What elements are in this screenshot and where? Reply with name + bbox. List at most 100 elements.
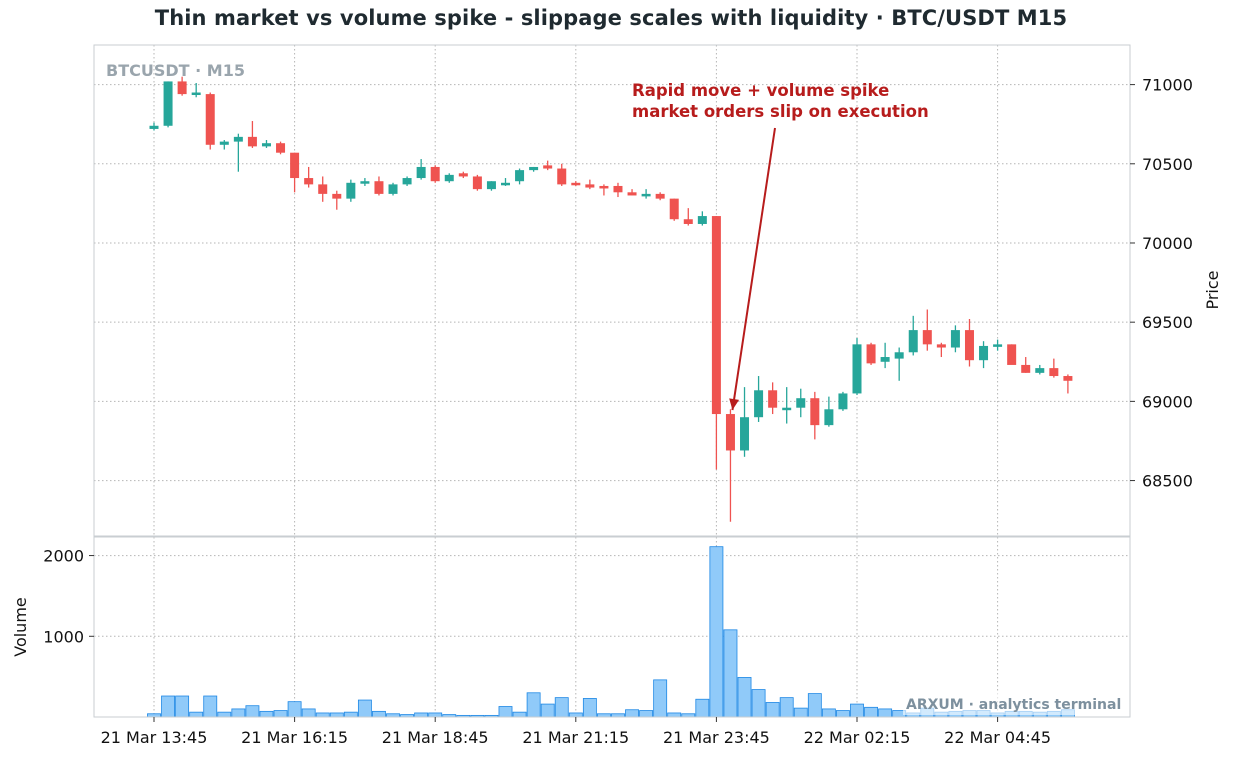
chart-title: Thin market vs volume spike - slippage s… — [154, 6, 1068, 30]
candle-body — [529, 166, 539, 171]
volume-bar — [695, 698, 710, 718]
volume-bar — [582, 698, 597, 718]
volume-bar — [625, 709, 639, 718]
volume-bar — [709, 546, 724, 718]
time-tick-label: 21 Mar 18:45 — [382, 728, 489, 747]
time-tick-label: 21 Mar 16:15 — [241, 728, 348, 747]
volume-bar — [231, 708, 246, 718]
annotation-line-1: Rapid move + volume spike — [632, 81, 889, 100]
candle-body — [950, 330, 960, 348]
candle-body — [247, 136, 257, 147]
candle-body — [332, 193, 342, 199]
volume-tick-label: 2000 — [43, 547, 84, 566]
volume-bar — [287, 701, 302, 718]
candle-up — [402, 176, 412, 186]
candle-body — [796, 398, 806, 408]
candle-up — [444, 173, 454, 183]
candle-up — [641, 189, 651, 199]
candle-body — [993, 344, 1003, 347]
candle-body — [163, 81, 173, 126]
candle-down — [1049, 358, 1059, 378]
candle-down — [458, 171, 468, 179]
candle-down — [922, 309, 932, 351]
candle-body — [1021, 364, 1031, 373]
candle-body — [669, 198, 679, 220]
volume-bar — [343, 711, 358, 718]
candle-body — [501, 182, 510, 186]
candle-up — [416, 159, 426, 180]
candle-body — [768, 390, 778, 408]
candle-body — [1007, 344, 1017, 365]
candle-down — [177, 76, 187, 96]
volume-bar — [821, 708, 836, 718]
volume-bar — [161, 695, 175, 718]
watermark: ARXUM · analytics terminal — [906, 697, 1121, 713]
candle-body — [557, 168, 567, 185]
candle-body — [979, 345, 989, 361]
candle-up — [908, 315, 918, 356]
price-axis-ticks: 68500 69000 69500 70000 70500 71000 — [1130, 76, 1193, 491]
candle-body — [486, 181, 496, 190]
volume-bar — [428, 712, 443, 718]
candle-up — [261, 140, 271, 148]
candle-down — [430, 165, 440, 183]
candle-up — [950, 325, 960, 353]
volume-bar — [526, 692, 541, 718]
volume-bar — [864, 706, 878, 718]
candle-body — [866, 344, 876, 364]
candle-down — [543, 160, 553, 171]
candle-down — [1021, 357, 1031, 373]
candle-down — [810, 391, 820, 440]
candle-up — [838, 391, 848, 411]
volume-bar — [372, 710, 386, 718]
candle-down — [304, 166, 314, 188]
volume-panel-frame — [93, 536, 1131, 718]
volume-bar — [793, 707, 808, 718]
candle-body — [318, 184, 328, 194]
volume-bar — [723, 629, 738, 718]
price-tick-label: 71000 — [1142, 76, 1193, 95]
annotation-arrow-head — [729, 398, 740, 411]
candle-body — [838, 393, 848, 410]
candle-down — [1063, 374, 1073, 394]
price-axis-label: Price — [1203, 270, 1222, 309]
candle-body — [177, 81, 187, 95]
candle-body — [233, 136, 243, 142]
candle-down — [557, 163, 567, 186]
volume-bars — [147, 546, 1075, 718]
candle-body — [149, 125, 159, 129]
candle-body — [908, 330, 918, 353]
candle-up — [1035, 364, 1045, 375]
volume-tick-label: 1000 — [43, 627, 84, 646]
candle-up — [191, 83, 201, 98]
price-tick-label: 69000 — [1142, 392, 1193, 411]
candle-down — [247, 121, 257, 148]
candle-body — [444, 174, 454, 182]
candle-body — [894, 352, 904, 359]
annotation-line-2: market orders slip on execution — [632, 102, 929, 121]
time-tick-label: 21 Mar 21:15 — [522, 728, 629, 747]
candle-up — [529, 166, 539, 172]
candle-body — [810, 398, 820, 426]
candle-up — [219, 140, 229, 150]
candle-body — [571, 182, 581, 186]
volume-bar — [245, 705, 260, 718]
candle-up — [993, 339, 1003, 351]
candles — [149, 76, 1073, 522]
volume-bar — [217, 711, 232, 718]
volume-axis-label: Volume — [11, 597, 30, 657]
volume-bar — [639, 710, 654, 718]
candle-body — [740, 417, 750, 451]
candle-down — [655, 192, 665, 201]
volume-bar — [737, 677, 752, 718]
time-tick-label: 22 Mar 04:45 — [944, 728, 1051, 747]
volume-bar — [807, 693, 822, 718]
candle-body — [261, 143, 271, 147]
candle-down — [374, 176, 384, 196]
candle-up — [880, 342, 890, 369]
time-axis-ticks: 21 Mar 13:45 21 Mar 16:15 21 Mar 18:45 21 M… — [101, 717, 1051, 747]
candle-down — [964, 319, 974, 367]
volume-bar — [554, 697, 569, 718]
candle-up — [149, 122, 159, 131]
candle-body — [515, 170, 525, 182]
